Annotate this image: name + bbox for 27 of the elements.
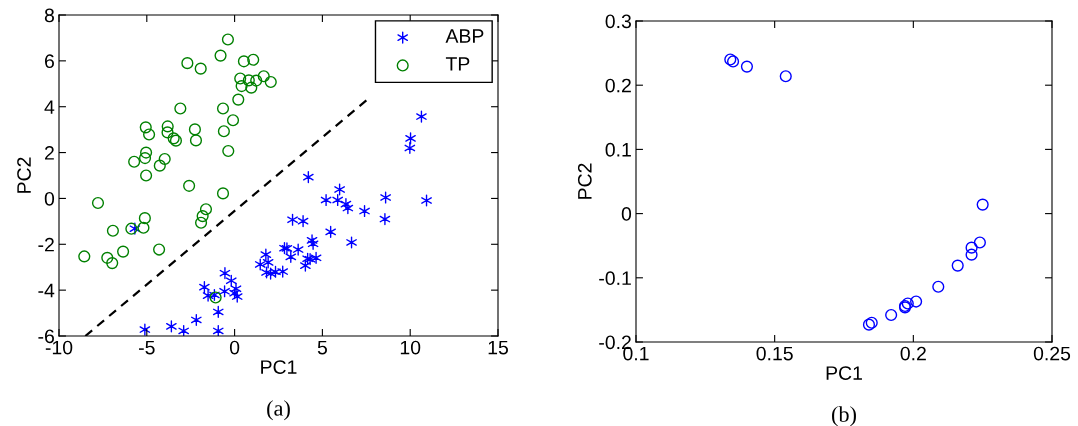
x-tick-label: 0.15 bbox=[756, 346, 793, 361]
x-tick-label: 10 bbox=[400, 340, 421, 355]
y-tick-label: 6 bbox=[45, 54, 54, 69]
x-axis-title: PC1 bbox=[261, 360, 297, 374]
y-axis-title: PC2 bbox=[577, 163, 592, 199]
x-tick-label: 15 bbox=[488, 340, 508, 355]
text: (b) bbox=[832, 406, 856, 426]
y-tick-label: 2 bbox=[45, 146, 54, 160]
y-tick-label: 0.1 bbox=[605, 142, 631, 157]
y-tick-label: -4 bbox=[38, 283, 55, 298]
y-tick-label: 0 bbox=[621, 207, 632, 221]
y-tick-label: 4 bbox=[44, 100, 55, 114]
x-axis-title: PC1 bbox=[826, 366, 862, 380]
x-tick-label: 0.2 bbox=[900, 346, 926, 361]
y-tick-label: 8 bbox=[44, 8, 54, 23]
y-tick-label: 0.3 bbox=[605, 14, 631, 29]
y-tick-label: 0 bbox=[44, 191, 55, 206]
x-tick-label: 0 bbox=[229, 340, 240, 355]
x-tick-label: -5 bbox=[139, 340, 155, 355]
y-tick-label: -2 bbox=[38, 237, 54, 252]
legend-label: TP bbox=[445, 57, 470, 71]
y-tick-label: 0.2 bbox=[605, 78, 631, 93]
x-tick-label: 0.25 bbox=[1033, 346, 1071, 361]
y-tick-label: -0.1 bbox=[599, 271, 631, 286]
x-tick-label: 5 bbox=[317, 340, 327, 355]
text: (a) bbox=[267, 400, 290, 421]
y-axis-title: PC2 bbox=[17, 157, 31, 193]
